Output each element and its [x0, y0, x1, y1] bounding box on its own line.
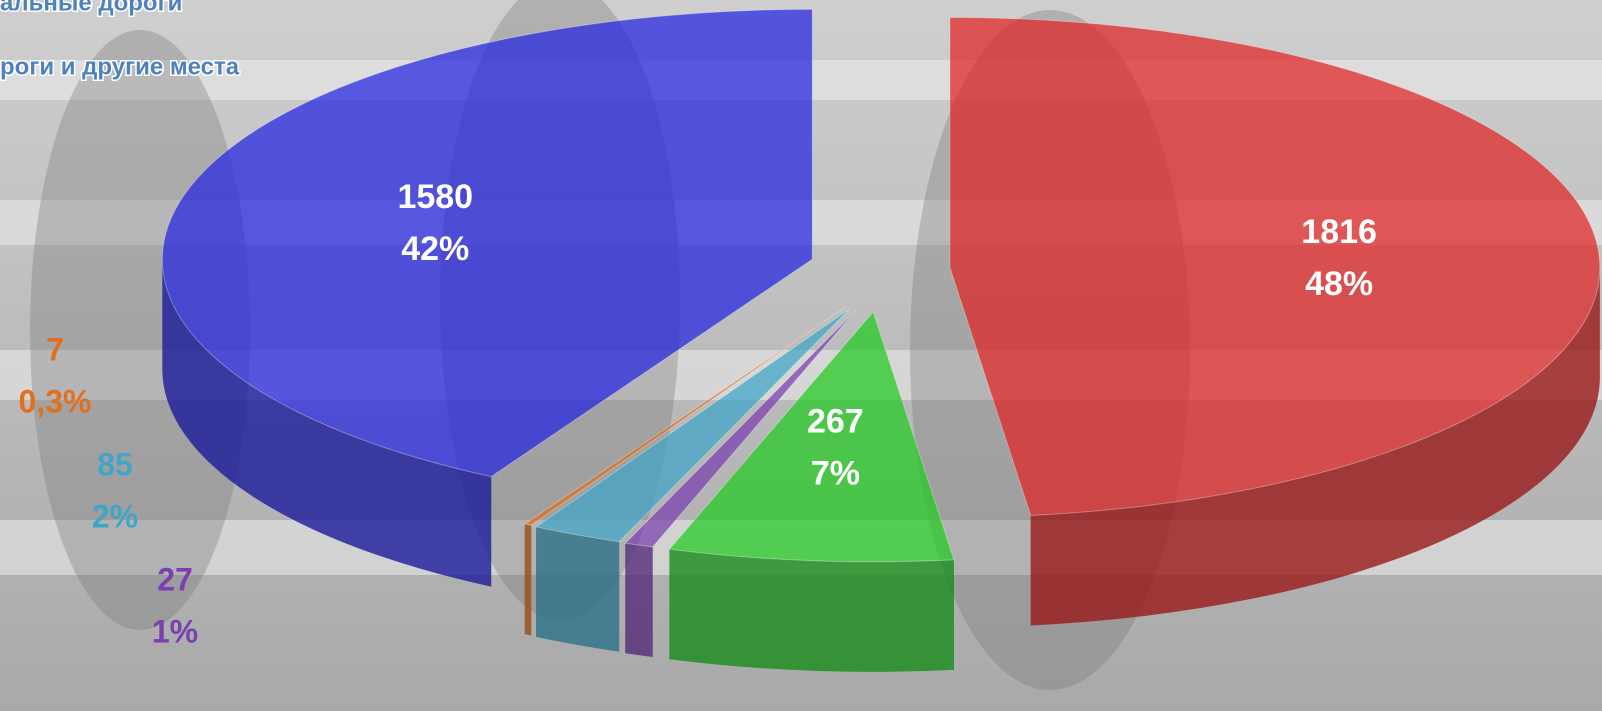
- percent-label: 7%: [811, 455, 860, 493]
- slice: [534, 307, 851, 543]
- slice: [668, 310, 955, 563]
- slice: [949, 16, 1601, 516]
- slice-side: [669, 549, 954, 672]
- legend-entry: роги и другие места: [0, 53, 240, 80]
- slice-side-shade: [1030, 267, 1600, 626]
- pie: 1816 48% 267 7% 27 1% 85 2% 7 0,3% 1580 42%: [19, 8, 1601, 672]
- slice-side-shade: [625, 543, 653, 657]
- legend-entry: альные дороги: [0, 0, 182, 16]
- slice: [624, 309, 857, 548]
- slice: [523, 306, 847, 526]
- value-label: 85: [97, 446, 133, 482]
- slice-side-shade: [524, 524, 532, 636]
- value-label: 267: [807, 403, 864, 441]
- slice-side: [536, 526, 620, 652]
- figure: [30, 30, 250, 630]
- slice-side: [625, 543, 653, 657]
- value-label: 27: [157, 561, 193, 597]
- percent-label: 48%: [1305, 265, 1373, 303]
- percent-label: 0,3%: [19, 383, 92, 419]
- value-label: 1580: [397, 178, 473, 216]
- slice: [161, 8, 813, 478]
- percent-label: 42%: [401, 230, 469, 268]
- slice-side: [524, 524, 532, 636]
- value-label: 7: [46, 331, 64, 367]
- slice-side: [162, 259, 492, 587]
- slice-side: [1030, 267, 1600, 626]
- percent-label: 2%: [92, 498, 138, 534]
- slice-side-shade: [162, 259, 492, 587]
- percent-label: 1%: [152, 613, 198, 649]
- slice-side-shade: [536, 526, 620, 652]
- slice-side-shade: [669, 549, 954, 672]
- value-label: 1816: [1301, 213, 1377, 251]
